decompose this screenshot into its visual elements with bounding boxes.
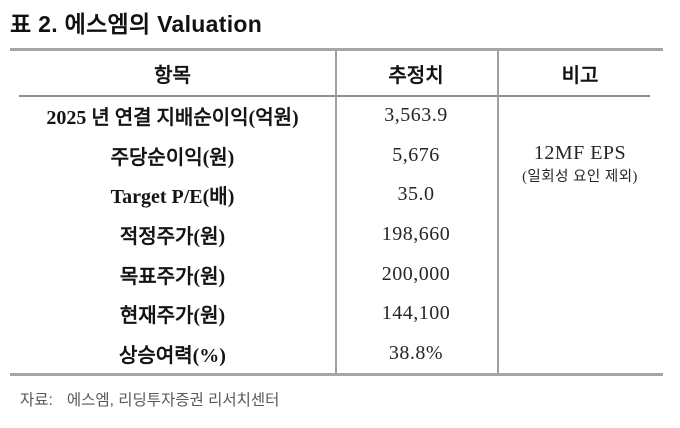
header-underline-rule: [19, 95, 650, 97]
table-body: 2025 년 연결 지배순이익(억원) 3,563.9 주당순이익(원) 5,6…: [10, 96, 663, 373]
table-row: 주당순이익(원) 5,676: [10, 136, 663, 176]
row-value: 200,000: [381, 262, 451, 285]
source-text: 에스엠, 리딩투자증권 리서치센터: [66, 392, 280, 409]
row-value: 35.0: [397, 183, 435, 206]
row-value: 144,100: [381, 302, 451, 325]
bottom-rule: [10, 373, 663, 376]
row-label: 목표주가(원): [119, 265, 226, 288]
column-divider-2: [497, 51, 499, 373]
table-title: 표 2. 에스엠의 Valuation: [10, 11, 263, 37]
row-label: 주당순이익(원): [110, 146, 235, 169]
remark-sub-text: (일회성 요인 제외): [522, 169, 638, 185]
source-label: 자료:: [20, 392, 53, 409]
table-row: 적정주가(원) 198,660: [10, 215, 663, 255]
row-value: 3,563.9: [384, 104, 448, 127]
remark-merged-cell: 12MF EPS (일회성 요인 제외): [497, 141, 663, 186]
table-row: 2025 년 연결 지배순이익(억원) 3,563.9: [10, 96, 663, 136]
row-label: 2025 년 연결 지배순이익(억원): [46, 107, 299, 130]
top-rule: [10, 48, 663, 51]
header-cell-item: 항목: [154, 65, 191, 87]
table-row: 목표주가(원) 200,000: [10, 254, 663, 294]
header-cell-estimate: 추정치: [388, 65, 444, 87]
valuation-table: 항목 추정치 비고 2025 년 연결 지배순이익(억원) 3,563.9 주당…: [10, 51, 663, 373]
row-label: 상승여력(%): [119, 344, 226, 367]
row-value: 38.8%: [388, 341, 444, 364]
remark-main-text: 12MF EPS: [533, 142, 627, 164]
header-cell-remark: 비고: [561, 65, 599, 87]
source-note: 자료: 에스엠, 리딩투자증권 리서치센터: [20, 391, 279, 410]
table-row: 현재주가(원) 144,100: [10, 294, 663, 334]
row-value: 198,660: [381, 223, 451, 246]
row-label: Target P/E(배): [110, 186, 235, 209]
table-row: 상승여력(%) 38.8%: [10, 334, 663, 374]
column-divider-1: [335, 51, 337, 373]
row-value: 5,676: [392, 143, 440, 166]
row-label: 적정주가(원): [119, 226, 226, 249]
table-header-row: 항목 추정치 비고: [10, 51, 663, 96]
table-row: Target P/E(배) 35.0: [10, 175, 663, 215]
row-label: 현재주가(원): [119, 305, 226, 328]
